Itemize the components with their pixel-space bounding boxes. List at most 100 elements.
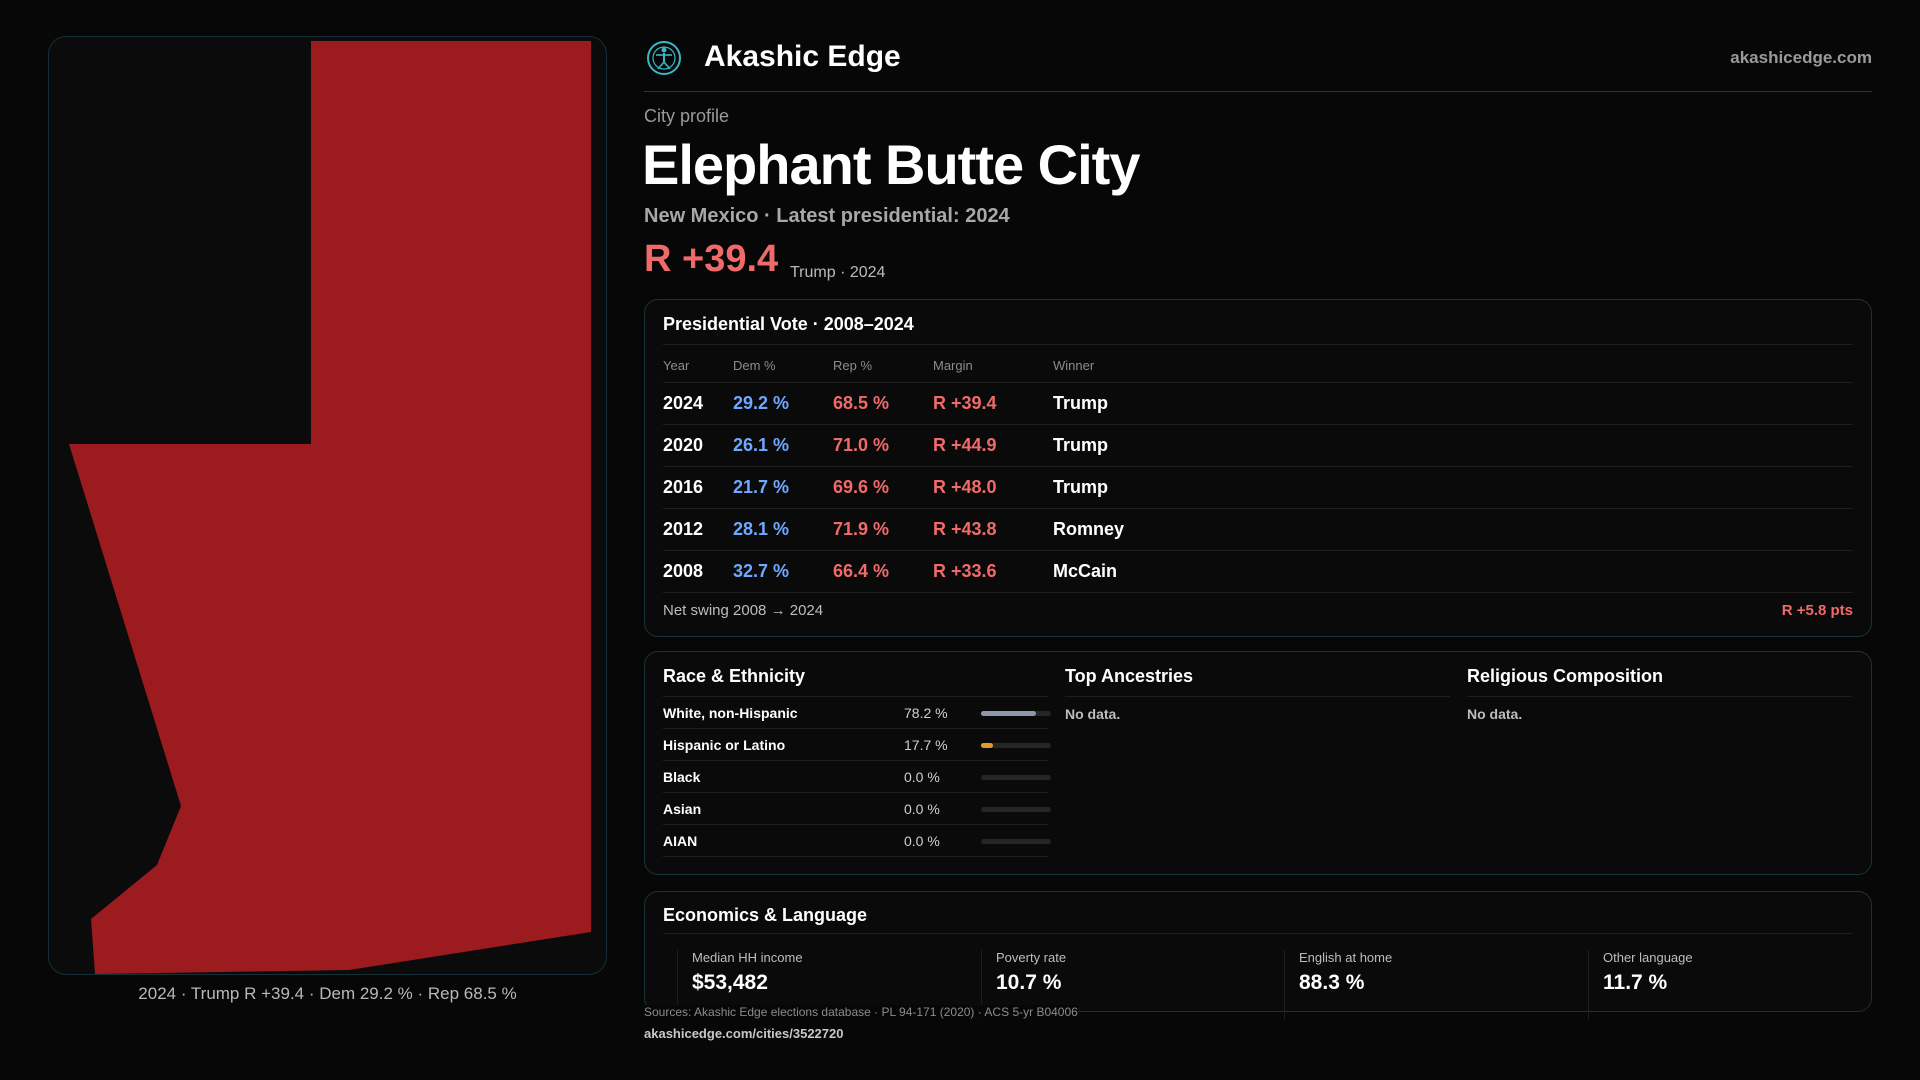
header-margin: Margin — [933, 348, 1053, 383]
race-bar-track — [981, 839, 1051, 844]
row-margin: R +48.0 — [933, 466, 1053, 509]
race-bar-track — [981, 775, 1051, 780]
stat-value: $53,482 — [692, 971, 768, 994]
race-label: Black — [663, 769, 701, 785]
race-value: 78.2 % — [904, 705, 948, 721]
stat-label: Poverty rate — [996, 950, 1067, 965]
stat-label: Median HH income — [692, 950, 803, 965]
ancestries-section: Top Ancestries No data. — [1065, 666, 1450, 722]
stat-value: 88.3 % — [1299, 971, 1365, 994]
row-rep: 68.5 % — [833, 382, 933, 425]
row-winner: Romney — [1053, 508, 1853, 551]
net-swing-label: Net swing 2008 → 2024 — [663, 602, 824, 619]
row-year: 2016 — [663, 466, 733, 509]
stat-value: 10.7 % — [996, 971, 1062, 994]
race-list: White, non-Hispanic 78.2 % Hispanic or Lat… — [663, 697, 1051, 857]
vote-card-title: Presidential Vote · 2008–2024 — [663, 314, 914, 334]
race-bar-fill — [981, 711, 1036, 716]
race-row: AIAN 0.0 % — [663, 825, 1051, 857]
race-value: 0.0 % — [904, 769, 940, 785]
row-year: 2020 — [663, 424, 733, 467]
stat-value: 11.7 % — [1603, 971, 1668, 994]
header-year: Year — [663, 348, 733, 383]
stat-label: English at home — [1299, 950, 1393, 965]
economics-title: Economics & Language — [663, 905, 868, 925]
net-swing-value: R +5.8 pts — [1781, 602, 1853, 619]
race-value: 0.0 % — [904, 833, 940, 849]
row-dem: 26.1 % — [733, 424, 833, 467]
race-row: Black 0.0 % — [663, 761, 1051, 793]
race-value: 0.0 % — [904, 801, 940, 817]
sources-note: Sources: Akashic Edge elections database… — [644, 1005, 1078, 1019]
race-label: Asian — [663, 801, 702, 817]
latest-margin-note: Trump · 2024 — [790, 264, 886, 281]
header-winner: Winner — [1053, 348, 1853, 383]
row-dem: 21.7 % — [733, 466, 833, 509]
row-rep: 66.4 % — [833, 550, 933, 593]
latest-margin: R +39.4 — [644, 238, 779, 280]
row-dem: 32.7 % — [733, 550, 833, 593]
header-rep: Rep % — [833, 348, 933, 383]
race-ethnicity-section: Race & Ethnicity White, non-Hispanic 78.2… — [663, 666, 1051, 857]
table-row: 2012 28.1 % 71.9 % R +43.8 Romney — [663, 508, 1853, 551]
stat-english-home: English at home 88.3 % — [1284, 950, 1574, 1020]
row-rep: 71.0 % — [833, 424, 933, 467]
map-caption: 2024 · Trump R +39.4 · Dem 29.2 % · Rep … — [138, 984, 517, 1003]
religion-title: Religious Composition — [1467, 666, 1852, 697]
row-margin: R +33.6 — [933, 550, 1053, 593]
table-row: 2020 26.1 % 71.0 % R +44.9 Trump — [663, 424, 1853, 467]
stat-label: Other language — [1603, 950, 1693, 965]
row-margin: R +43.8 — [933, 508, 1053, 551]
divider — [663, 592, 1853, 593]
page-title: Elephant Butte City — [642, 133, 1140, 196]
table-row: 2024 29.2 % 68.5 % R +39.4 Trump — [663, 382, 1853, 425]
race-bar-track — [981, 807, 1051, 812]
row-winner: Trump — [1053, 382, 1853, 425]
demographics-card: Race & Ethnicity White, non-Hispanic 78.2… — [644, 651, 1872, 875]
religion-section: Religious Composition No data. — [1467, 666, 1852, 722]
city-boundary-shape — [69, 41, 591, 974]
page-url[interactable]: akashicedge.com/cities/3522720 — [644, 1026, 844, 1041]
divider — [663, 933, 1853, 934]
presidential-vote-card: Presidential Vote · 2008–2024 Year Dem %… — [644, 299, 1872, 637]
city-map — [48, 36, 607, 975]
ancestries-empty: No data. — [1065, 706, 1121, 722]
vote-table-header: Year Dem % Rep % Margin Winner — [663, 348, 1853, 383]
religion-empty: No data. — [1467, 706, 1523, 722]
row-margin: R +44.9 — [933, 424, 1053, 467]
race-bar-fill — [981, 743, 994, 748]
row-winner: McCain — [1053, 550, 1853, 593]
brand-name[interactable]: Akashic Edge — [704, 40, 901, 73]
race-bar-track — [981, 711, 1051, 716]
row-year: 2012 — [663, 508, 733, 551]
site-link[interactable]: akashicedge.com — [1730, 48, 1872, 67]
stat-poverty-rate: Poverty rate 10.7 % — [981, 950, 1271, 1020]
row-dem: 29.2 % — [733, 382, 833, 425]
stat-median-income: Median HH income $53,482 — [677, 950, 967, 1020]
row-year: 2024 — [663, 382, 733, 425]
row-margin: R +39.4 — [933, 382, 1053, 425]
race-bar-track — [981, 743, 1051, 748]
page-subtitle: New Mexico · Latest presidential: 2024 — [644, 205, 1010, 227]
table-row: 2016 21.7 % 69.6 % R +48.0 Trump — [663, 466, 1853, 509]
page-eyebrow: City profile — [644, 106, 730, 126]
row-winner: Trump — [1053, 466, 1853, 509]
row-dem: 28.1 % — [733, 508, 833, 551]
row-rep: 71.9 % — [833, 508, 933, 551]
race-row: Hispanic or Latino 17.7 % — [663, 729, 1051, 761]
race-row: Asian 0.0 % — [663, 793, 1051, 825]
race-label: AIAN — [663, 833, 698, 849]
compass-figure-icon[interactable] — [646, 40, 682, 76]
site-header: Akashic Edge akashicedge.com — [644, 36, 1872, 92]
header-dem: Dem % — [733, 348, 833, 383]
table-row: 2008 32.7 % 66.4 % R +33.6 McCain — [663, 550, 1853, 593]
stat-other-language: Other language 11.7 % — [1588, 950, 1878, 1020]
race-value: 17.7 % — [904, 737, 948, 753]
race-label: Hispanic or Latino — [663, 737, 786, 753]
race-row: White, non-Hispanic 78.2 % — [663, 697, 1051, 729]
ancestries-title: Top Ancestries — [1065, 666, 1450, 697]
row-winner: Trump — [1053, 424, 1853, 467]
race-label: White, non-Hispanic — [663, 705, 798, 721]
vote-table: Year Dem % Rep % Margin Winner 2024 29.2… — [663, 348, 1853, 593]
divider — [663, 344, 1853, 345]
